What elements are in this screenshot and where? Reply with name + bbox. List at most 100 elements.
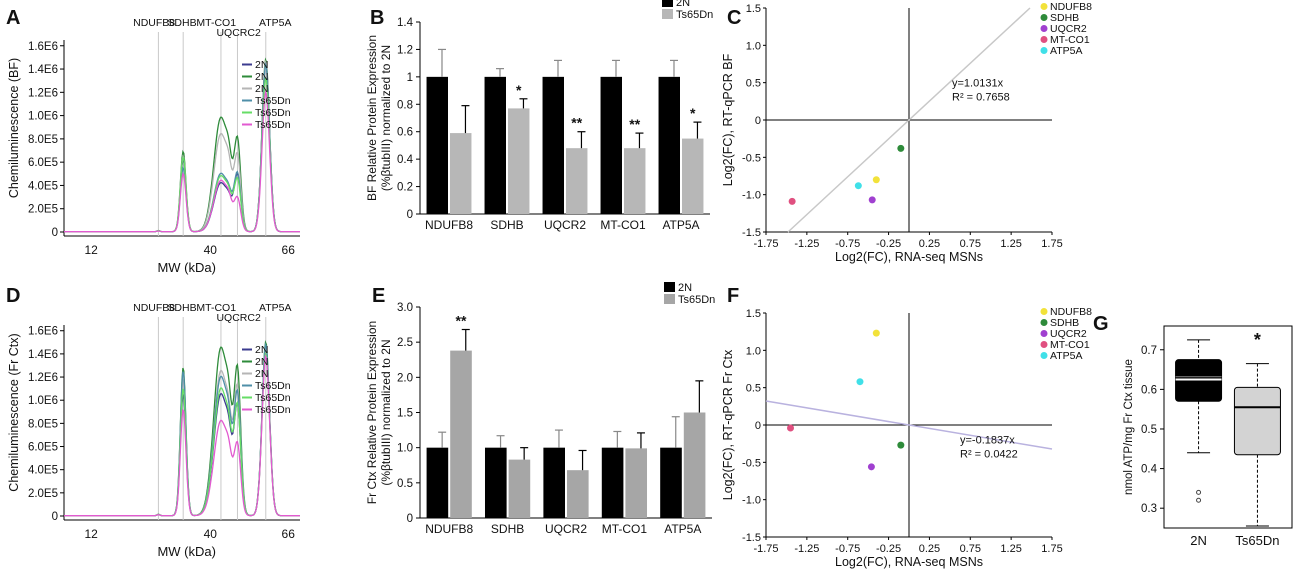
data-point-mt-co1: [788, 197, 796, 205]
category-label: ATP5A: [664, 522, 701, 536]
category-label: NDUFB8: [425, 522, 473, 536]
y-tick-label: 1.6E6: [28, 41, 58, 53]
data-point-uqcr2: [867, 463, 875, 471]
legend-swatch: [1040, 330, 1048, 337]
significance-marker: *: [516, 82, 522, 98]
category-label: ATP5A: [662, 218, 699, 232]
category-label: UQCR2: [545, 522, 587, 536]
y-tick-label: -1.5: [742, 532, 761, 544]
peak-label: UQCRC2: [216, 312, 260, 324]
x-tick-label: -0.75: [835, 238, 860, 250]
bar-ts65dn-uqcr2: [566, 148, 588, 214]
bar-2n-atp5a: [660, 447, 682, 518]
data-point-ndufb8: [872, 329, 880, 337]
bar-ts65dn-ndufb8: [450, 133, 472, 214]
legend-label: 2N: [255, 356, 268, 368]
x-tick-label: -0.25: [876, 543, 901, 555]
y-tick-label: -1.5: [742, 227, 761, 239]
legend-swatch: [664, 282, 675, 292]
bar-ts65dn-mt-co1: [625, 448, 648, 518]
x-tick-label: 12: [84, 243, 98, 257]
category-label: 2N: [1190, 533, 1207, 548]
x-tick-label: 0.25: [919, 543, 940, 555]
y-tick-label: 0.5: [397, 478, 413, 490]
plot-frame: [1163, 325, 1293, 529]
significance-marker: *: [690, 105, 696, 121]
legend-swatch: [1040, 352, 1048, 359]
bar-ts65dn-ndufb8: [450, 350, 472, 518]
y-tick-label: 1.0E6: [28, 395, 58, 407]
panel-letter-e: E: [372, 285, 385, 307]
legend-swatch: [1040, 47, 1048, 54]
legend-label: Ts65Dn: [255, 107, 291, 119]
y-tick-label: -1.0: [742, 190, 761, 202]
category-label: MT-CO1: [602, 522, 648, 536]
x-tick-label: -1.25: [794, 238, 819, 250]
y-tick-label: 2.0: [397, 372, 413, 384]
x-tick-label: -0.25: [876, 238, 901, 250]
y-tick-label: 0: [52, 511, 58, 523]
x-tick-label: 1.25: [1000, 543, 1021, 555]
y-axis-label: nmol ATP/mg Fr Ctx tissue: [1123, 359, 1135, 495]
y-tick-label: 2.5: [397, 337, 413, 349]
legend-swatch: [1040, 14, 1048, 21]
y-tick-label: 6.0E5: [28, 157, 58, 169]
legend-label: Ts65Dn: [255, 119, 291, 131]
bar-2n-mt-co1: [600, 76, 622, 214]
y-tick-label: 2.0E5: [28, 488, 58, 500]
bar-2n-ndufb8: [426, 447, 449, 518]
x-tick-label: 12: [84, 527, 98, 541]
y-axis-label: Chemiluminescence (BF): [7, 58, 21, 198]
x-tick-label: 0.75: [960, 238, 981, 250]
legend-swatch: [1040, 308, 1048, 315]
y-axis-label: Chemiluminescence (Fr Ctx): [7, 333, 21, 491]
y-axis-label: Fr Ctx Relative Protein Expression: [365, 321, 379, 504]
y-tick-label: 0.6: [1141, 384, 1157, 396]
legend-swatch: [1040, 341, 1048, 348]
bar-ts65dn-atp5a: [682, 138, 704, 214]
y-tick-label: 1.2E6: [28, 372, 58, 384]
category-label: NDUFB8: [425, 218, 473, 232]
y-tick-label: 1: [407, 72, 413, 84]
legend-label: 2N: [255, 83, 268, 95]
y-tick-label: 1.0E6: [28, 111, 58, 123]
x-axis-label: Log2(FC), RNA-seq MSNs: [835, 555, 983, 569]
y-tick-label: 8.0E5: [28, 134, 58, 146]
panel-g-box-plot: 0.3 0.4 0.5 0.6 0.7 nmol ATP/mg Fr Ctx tissue…: [1123, 325, 1293, 548]
significance-marker: **: [629, 116, 640, 132]
peak-label: NDUFB8: [133, 302, 175, 314]
y-tick-label: 1.6E6: [28, 326, 58, 338]
panel-f-scatter-plot: -1.5 -1.0 -0.5 0 0.5 1.0 1.5 -1.75 -1.25 -0.75 -0.…: [721, 306, 1092, 569]
category-label: UQCR2: [544, 218, 586, 232]
legend-swatch: [662, 0, 673, 7]
peak-label: NDUFB8: [133, 17, 175, 29]
outlier-point: [1196, 489, 1202, 495]
x-tick-label: 66: [282, 243, 296, 257]
panel-c-scatter-plot: -1.5 -1.0 -0.5 0 0.5 1.0 1.5 -1.75 -1.25 -0.75 -0.…: [721, 1, 1092, 264]
outlier-point: [1196, 497, 1202, 503]
legend-label: Ts65Dn: [255, 392, 291, 404]
fit-r-squared: R² = 0.0422: [960, 449, 1018, 461]
panel-letter-b: B: [370, 7, 384, 29]
bar-2n-uqcr2: [542, 76, 564, 214]
y-tick-label: 8.0E5: [28, 418, 58, 430]
significance-marker: **: [571, 115, 582, 131]
y-tick-label: 1.0: [397, 443, 413, 455]
data-point-mt-co1: [787, 424, 795, 432]
legend-label: Ts65Dn: [255, 404, 291, 416]
significance-marker: **: [456, 313, 467, 329]
fit-equation: y=1.0131x: [952, 77, 1004, 89]
legend-label: 2N: [255, 59, 268, 71]
bar-2n-sdhb: [484, 76, 506, 214]
peak-label: MT-CO1: [196, 17, 236, 29]
peak-label: SDHB: [167, 302, 196, 314]
legend-label: MT-CO1: [1050, 339, 1090, 351]
y-tick-label: 3.0: [397, 302, 413, 314]
x-tick-label: -1.25: [794, 543, 819, 555]
panel-b-bar-chart: 0 0.2 0.4 0.6 0.8 1 1.2 1.4 BF Relative Protein …: [365, 0, 713, 232]
regression-line: [765, 400, 1053, 450]
y-tick-label: 1.0: [746, 345, 761, 357]
panel-letter-c: C: [727, 7, 741, 29]
x-tick-label: 0.75: [960, 543, 981, 555]
y-tick-label: 1.4: [397, 17, 414, 29]
